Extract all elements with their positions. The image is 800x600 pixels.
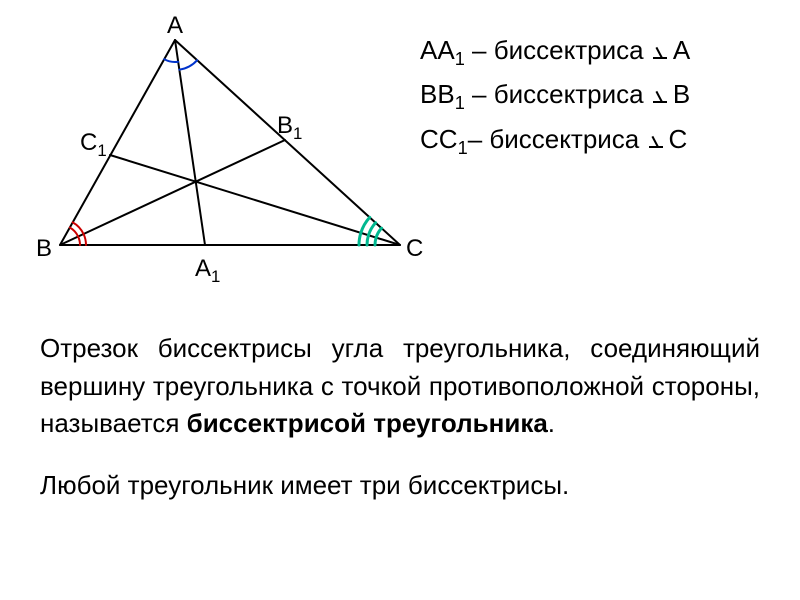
- segment-label: CC: [420, 124, 458, 154]
- angle-vertex: C: [669, 124, 688, 154]
- vertex-label-c: C: [406, 235, 423, 263]
- notation-line-bb1: BB1 – биссектриса B: [420, 74, 780, 118]
- definition-part2: .: [548, 408, 555, 438]
- definition-block: Отрезок биссектрисы угла треугольника, с…: [40, 330, 760, 503]
- segment-sub: 1: [455, 49, 465, 69]
- vertex-label-c1: C1: [80, 129, 107, 161]
- notation-line-aa1: AA1 – биссектриса A: [420, 30, 780, 74]
- notation-list: AA1 – биссектриса A BB1 – биссектриса B …: [420, 30, 780, 163]
- angle-icon: [653, 45, 671, 59]
- angle-vertex: B: [673, 79, 690, 109]
- angle-icon: [649, 134, 667, 148]
- notation-desc: – биссектриса: [465, 79, 651, 109]
- angle-vertex: A: [673, 35, 690, 65]
- definition-text: Отрезок биссектрисы угла треугольника, с…: [40, 330, 760, 443]
- definition-bold: биссектрисой треугольника: [187, 408, 548, 438]
- vertex-label-b: B: [36, 235, 52, 263]
- vertex-label-b1: B1: [277, 112, 302, 144]
- vertex-label-a: A: [167, 12, 183, 40]
- angle-icon: [653, 89, 671, 103]
- notation-desc: – биссектриса: [468, 124, 647, 154]
- notation-desc: – биссектриса: [465, 35, 651, 65]
- segment-sub: 1: [458, 138, 468, 158]
- notation-line-cc1: CC1– биссектриса C: [420, 119, 780, 163]
- segment-sub: 1: [455, 94, 465, 114]
- triangle-diagram: A B C A1 B1 C1: [30, 10, 430, 290]
- segment-label: BB: [420, 79, 455, 109]
- vertex-label-a1: A1: [195, 255, 220, 287]
- footer-text: Любой треугольник имеет три биссектрисы.: [40, 467, 760, 503]
- segment-label: AA: [420, 35, 455, 65]
